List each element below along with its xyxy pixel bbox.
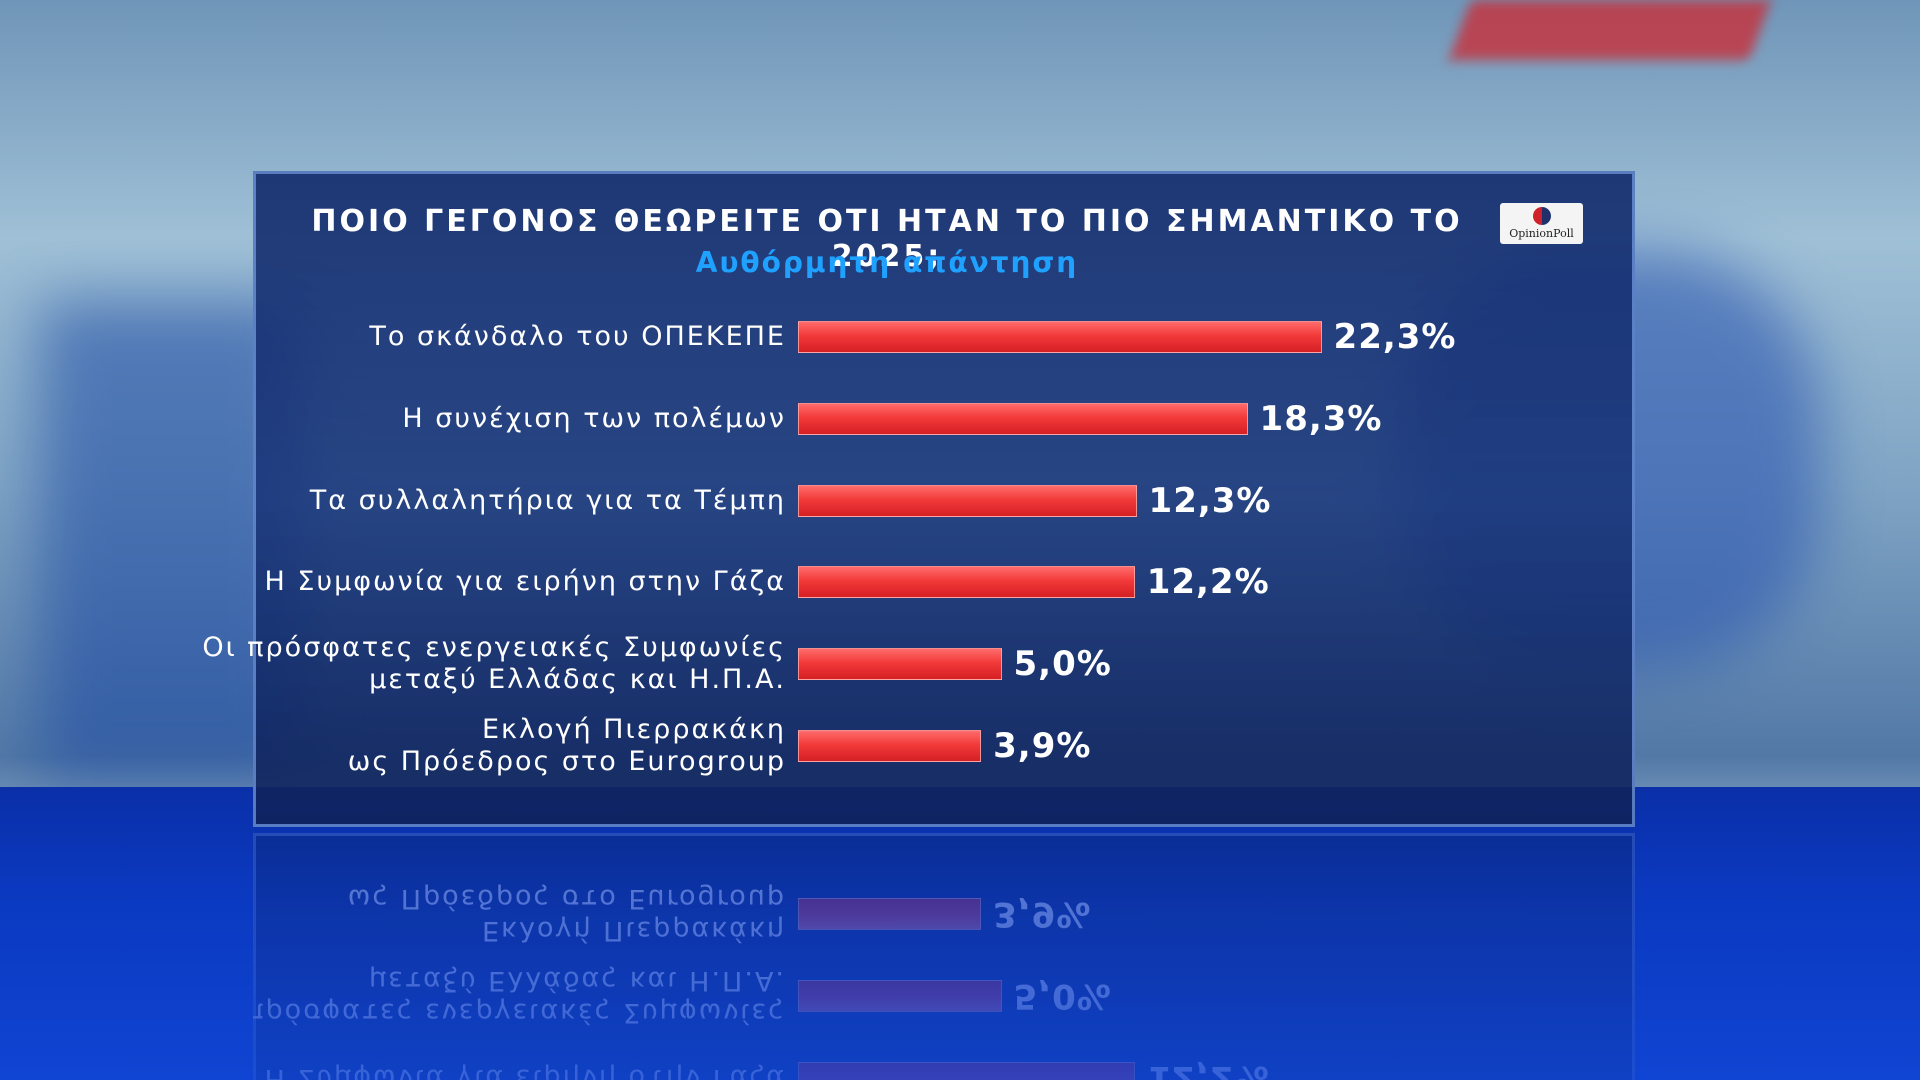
value-label: 22,3% — [1333, 317, 1457, 357]
chart-title: ΠΟΙΟ ΓΕΓΟΝΟΣ ΘΕΩΡΕΙΤΕ ΟΤΙ ΗΤΑΝ ΤΟ ΠΙΟ ΣΗ… — [311, 204, 1463, 274]
chart-subtitle: Αυθόρμητη απάντηση — [695, 246, 1079, 279]
value-label: 5,0% — [1013, 644, 1112, 684]
category-label: Η Συμφωνία για ειρήνη στην Γάζα — [264, 566, 786, 597]
category-label: Η συνέχιση των πολέμων — [402, 403, 786, 434]
bar — [798, 648, 1002, 680]
value-label: 18,3% — [1259, 399, 1383, 439]
category-label: Το σκάνδαλο του ΟΠΕΚΕΠΕ — [369, 321, 786, 352]
bar — [798, 485, 1137, 517]
studio-floor — [0, 787, 1920, 1080]
category-label: Εκλογή Πιερρακάκη ως Πρόεδρος στο Eurogr… — [347, 714, 786, 777]
bar — [798, 566, 1135, 598]
bar — [798, 730, 982, 762]
value-label: 12,2% — [1146, 562, 1270, 602]
chart-panel: ΠΟΙΟ ΓΕΓΟΝΟΣ ΘΕΩΡΕΙΤΕ ΟΤΙ ΗΤΑΝ ΤΟ ΠΙΟ ΣΗ… — [202, 171, 1635, 827]
background-shape — [1449, 0, 1771, 60]
value-label: 3,9% — [993, 726, 1092, 766]
category-label: Τα συλλαλητήρια για τα Τέμπη — [309, 485, 786, 516]
bar — [798, 403, 1248, 435]
logo: OpinionPoll — [1500, 203, 1583, 244]
logo-text: OpinionPoll — [1509, 227, 1574, 240]
value-label: 12,3% — [1148, 481, 1272, 521]
category-label: Οι πρόσφατες ενεργειακές Συμφωνίες μεταξ… — [202, 632, 786, 695]
bar — [798, 321, 1322, 353]
